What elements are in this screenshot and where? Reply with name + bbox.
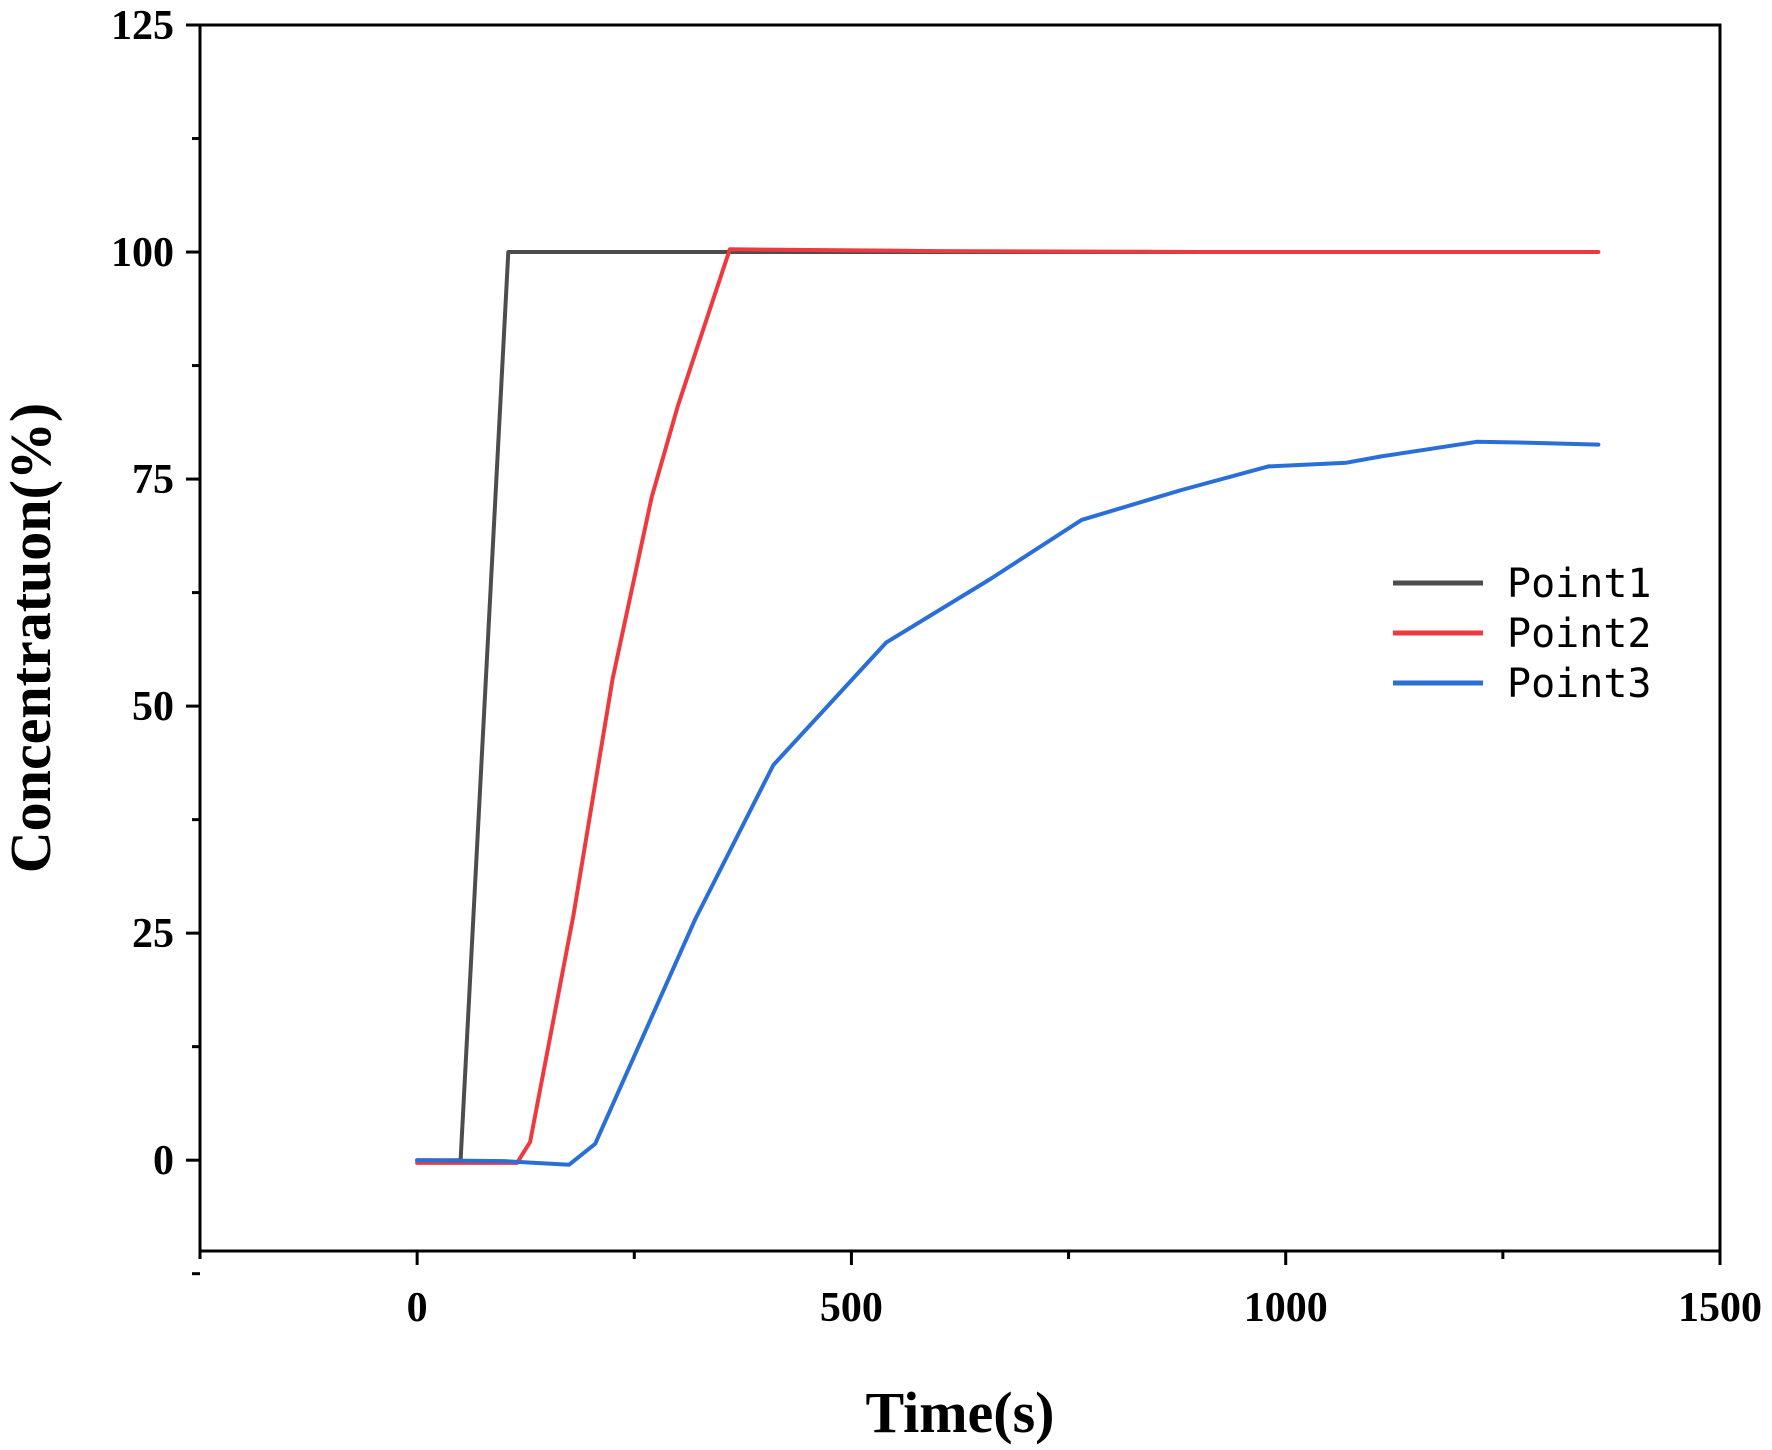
legend-label-point1: Point1 [1507,561,1652,607]
x-axis-title: Time(s) [865,1380,1054,1445]
series-layer [415,247,1601,1167]
series-line-point3 [415,439,1601,1167]
series-line-point2 [415,247,1601,1165]
legend-label-point3: Point3 [1507,661,1652,707]
y-tick-label: 0 [153,1138,174,1184]
y-tick-label: 125 [111,3,174,49]
x-tick-label: 1500 [1678,1285,1762,1331]
x-tick-label: 1000 [1244,1285,1328,1331]
x-axis: 0 500 1000 1500 [198,1251,1762,1331]
x-tick-label: 0 [407,1285,428,1331]
legend-label-point2: Point2 [1507,611,1652,657]
y-tick-label: 50 [132,684,174,730]
x-tick-label: 500 [820,1285,883,1331]
y-axis: 0 25 50 75 100 125 [111,3,200,1276]
series-line-point1 [415,250,1505,1163]
y-axis-title: Concentratuon(%) [0,403,63,873]
y-tick-label: 25 [132,911,174,957]
y-tick-label: 75 [132,457,174,503]
plot-frame [198,23,1722,1253]
y-tick-label: 100 [111,230,174,276]
